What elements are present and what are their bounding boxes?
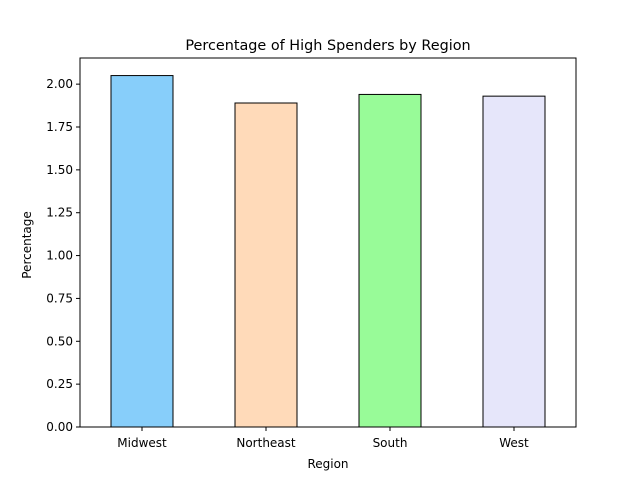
bar-south (358, 93, 422, 428)
plot-frame (79, 57, 577, 428)
x-tick-label: Northeast (236, 436, 296, 450)
y-tick-label: 0.00 (46, 420, 73, 434)
bar-northeast (234, 102, 298, 428)
y-tick-label: 2.00 (46, 77, 73, 91)
y-tick-label: 1.75 (46, 120, 73, 134)
y-tick-label: 0.75 (46, 291, 73, 305)
bars-group (110, 75, 546, 428)
x-axis: Midwest Northeast South West (117, 427, 529, 450)
plot-area (79, 57, 577, 428)
x-axis-label: Region (307, 457, 348, 471)
x-tick-label: Midwest (117, 436, 167, 450)
x-tick-label: South (373, 436, 408, 450)
y-axis-label: Percentage (20, 211, 34, 279)
bar-midwest (110, 75, 174, 428)
x-tick-label: West (499, 436, 529, 450)
y-tick-label: 1.25 (46, 206, 73, 220)
y-tick-label: 0.25 (46, 377, 73, 391)
y-axis: 0.00 0.25 0.50 0.75 1.00 1.25 1.50 1.75 2.00 (46, 77, 80, 434)
bar-west (482, 95, 546, 428)
y-tick-label: 1.50 (46, 163, 73, 177)
y-tick-label: 1.00 (46, 249, 73, 263)
y-tick-label: 0.50 (46, 334, 73, 348)
chart-title: Percentage of High Spenders by Region (185, 38, 470, 54)
